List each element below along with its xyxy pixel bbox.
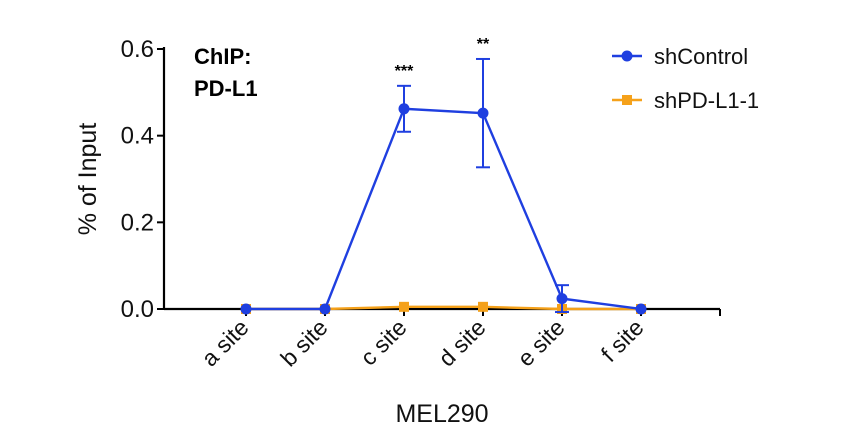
data-point [556,293,568,305]
chart-title-line: PD-L1 [194,76,258,101]
legend-item-0: shControl [612,44,748,69]
y-tick-label: 0.0 [121,296,154,323]
x-tick-label: b site [275,314,332,371]
legend-item-1: shPD-L1-1 [612,88,759,113]
data-point [240,303,252,315]
y-axis-title: % of Input [74,123,102,236]
data-point [477,107,489,119]
data-point [398,103,410,115]
legend: shControl shPD-L1-1 [612,44,759,113]
legend-marker [622,95,632,105]
chart-title-line: ChIP: [194,44,251,69]
series-0 [240,57,647,315]
significance-label: *** [395,63,414,80]
x-tick-label: e site [512,314,569,371]
data-point [399,301,409,312]
data-point [478,301,488,312]
legend-label: shControl [654,44,748,69]
data-point [635,303,647,315]
x-tick-label: f site [596,314,649,367]
series-line [246,107,642,311]
data-point [319,303,331,315]
series-layer [240,57,647,315]
axes: 0.0 0.2 0.4 0.6 a site b site c site d site e si… [74,36,721,428]
y-tick-label: 0.2 [121,209,154,236]
x-tick-label: c site [355,314,411,370]
y-tick-label: 0.4 [121,123,154,150]
annotations: ChIP:PD-L1***** [194,36,490,101]
legend-marker [621,50,633,62]
x-tick-label: a site [196,314,253,371]
y-tick-label: 0.6 [121,36,154,63]
x-tick-label: d site [433,314,490,371]
x-axis-title: MEL290 [395,400,488,428]
legend-label: shPD-L1-1 [654,88,759,113]
significance-label: ** [477,36,490,53]
